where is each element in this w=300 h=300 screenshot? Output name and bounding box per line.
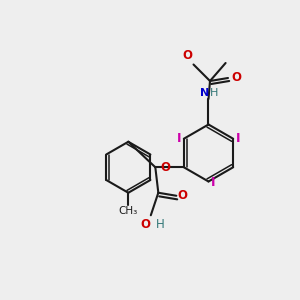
Text: O: O xyxy=(232,70,242,84)
Text: O: O xyxy=(182,49,192,62)
Text: O: O xyxy=(140,218,150,231)
Text: H: H xyxy=(210,88,218,98)
Text: I: I xyxy=(211,176,215,189)
Text: I: I xyxy=(236,132,240,145)
Text: CH₃: CH₃ xyxy=(119,206,138,216)
Text: O: O xyxy=(160,161,171,174)
Text: I: I xyxy=(177,132,182,145)
Text: O: O xyxy=(178,189,188,202)
Text: N: N xyxy=(200,88,209,98)
Text: H: H xyxy=(156,218,165,231)
